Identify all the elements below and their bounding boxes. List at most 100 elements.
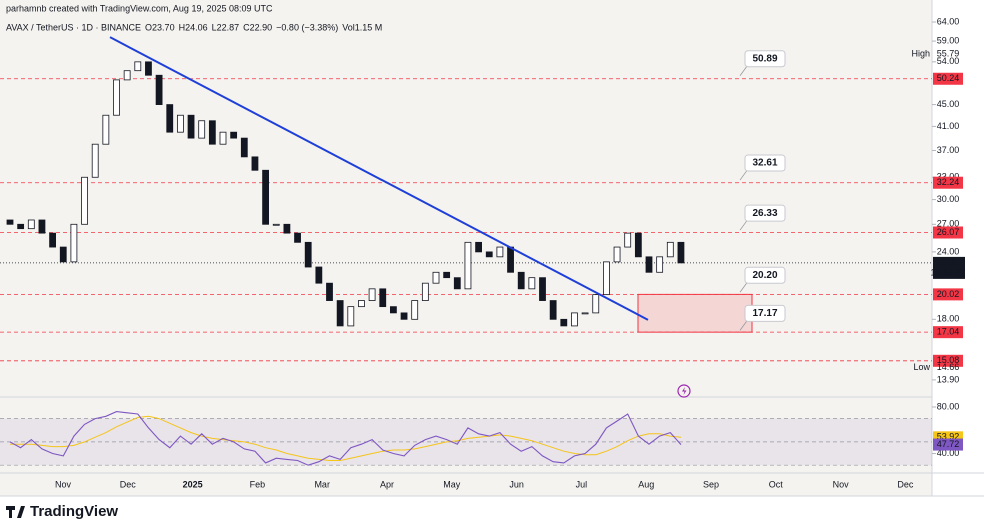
y-tick-label: 59.00 xyxy=(937,35,960,45)
candle-body xyxy=(315,266,323,284)
rsi-value-label: 47.72 xyxy=(937,439,960,449)
candle-body xyxy=(358,300,365,308)
rsi-line xyxy=(9,411,682,466)
callout-box xyxy=(744,154,786,172)
candle-body xyxy=(6,219,14,225)
candle-body xyxy=(666,241,674,258)
candle-body xyxy=(347,306,355,327)
x-tick-label: Jul xyxy=(576,479,588,489)
credit: parhamnb created with TradingView.com, A… xyxy=(6,3,273,13)
candle-body xyxy=(91,143,99,178)
candle-body xyxy=(326,282,333,301)
candle-body xyxy=(145,61,152,76)
high-label: 55.79 xyxy=(937,49,960,59)
candle-body xyxy=(389,306,397,314)
x-tick-label: Aug xyxy=(638,479,654,489)
x-tick-label: Feb xyxy=(250,479,266,489)
x-tick-label: Sep xyxy=(703,479,719,489)
candle-body xyxy=(70,223,78,263)
candle-body xyxy=(251,156,259,171)
callout-label: 20.20 xyxy=(752,270,777,281)
y-tick-label: 41.00 xyxy=(937,121,960,131)
y-tick-label: 13.90 xyxy=(937,374,960,384)
low-name: Low xyxy=(913,362,930,372)
high-name: High xyxy=(911,49,930,59)
candle-body xyxy=(17,223,25,230)
event-icon-bolt xyxy=(682,387,687,395)
x-tick-label: Mar xyxy=(314,479,330,489)
low-label: 14.66 xyxy=(937,362,960,372)
rsi-tag xyxy=(933,438,963,451)
candle-body xyxy=(507,246,514,273)
candle-body xyxy=(400,312,408,320)
candle-body xyxy=(134,61,142,72)
last-price-label: 22.90 xyxy=(937,257,960,267)
candle-body xyxy=(634,232,642,258)
candle-body xyxy=(592,294,600,314)
callout-label: 50.89 xyxy=(752,53,777,64)
last-price-tag xyxy=(933,256,965,279)
callout-label: 26.33 xyxy=(752,208,777,219)
candle-body xyxy=(176,114,184,133)
candle-body xyxy=(539,277,546,301)
rsi-tick-label: 80.00 xyxy=(937,401,960,411)
rsi-tick-label: 40.00 xyxy=(937,448,960,458)
candle-body xyxy=(272,223,280,226)
ohlc-value: −0.80 (−3.38%) xyxy=(276,22,338,32)
candle-body xyxy=(294,232,301,243)
level-label: 32.24 xyxy=(937,177,960,187)
candle-body xyxy=(485,251,493,258)
ohlc-value: Vol1.15 M xyxy=(342,22,382,32)
x-tick-label: Dec xyxy=(120,479,137,489)
symbol-line: AVAX / TetherUS · 1D · BINANCE O23.70 H24… xyxy=(6,22,382,32)
x-tick-label: Dec xyxy=(897,479,914,489)
candle-body xyxy=(155,74,163,105)
candle-body xyxy=(230,131,238,139)
logo-mark xyxy=(6,506,25,518)
level-label: 20.02 xyxy=(937,289,960,299)
candle-body xyxy=(421,282,429,301)
candle-body xyxy=(603,261,610,296)
trendline xyxy=(109,36,649,321)
y-tick-label: 30.00 xyxy=(937,194,960,204)
rsi-line xyxy=(10,415,682,461)
callout-label: 32.61 xyxy=(752,158,777,169)
level-label: 50.24 xyxy=(937,73,960,83)
candle-body xyxy=(624,232,632,248)
y-tick-label: 45.00 xyxy=(937,99,960,109)
candle-body xyxy=(475,241,483,253)
candle-body xyxy=(368,288,376,301)
level-tag xyxy=(933,326,963,339)
x-tick-label: Oct xyxy=(769,479,784,489)
brand: TradingView xyxy=(30,503,118,520)
candle-body xyxy=(283,223,291,234)
ohlc-value: C22.90 xyxy=(243,22,272,32)
candle-body xyxy=(517,271,525,290)
symbol: AVAX / TetherUS · 1D · BINANCE xyxy=(6,22,141,32)
level-tag xyxy=(933,176,963,189)
candle-body xyxy=(496,246,504,258)
ohlc-value: O23.70 xyxy=(145,22,175,32)
level-label: 17.04 xyxy=(937,327,960,337)
candle-body xyxy=(208,120,216,145)
y-tick-label: 37.00 xyxy=(937,145,960,155)
countdown: 15:50:07 xyxy=(930,267,965,277)
candle-body xyxy=(453,277,461,290)
candle-body xyxy=(81,176,88,225)
candle-body xyxy=(379,288,387,308)
y-tick-label: 54.00 xyxy=(937,56,960,66)
candle-body xyxy=(123,70,131,81)
zone xyxy=(637,293,753,333)
ohlc-value: H24.06 xyxy=(179,22,208,32)
x-tick-label: Jun xyxy=(509,479,524,489)
callout-box xyxy=(744,204,786,222)
level-tag xyxy=(933,72,963,85)
x-tick-label: Apr xyxy=(380,479,394,489)
level-tag xyxy=(933,226,963,239)
candle-body xyxy=(549,300,557,320)
candle-body xyxy=(560,318,568,327)
logo: TradingView xyxy=(6,503,118,520)
event-icon[interactable] xyxy=(677,384,691,398)
y-tick-label: 27.00 xyxy=(937,219,960,229)
candle-body xyxy=(219,131,227,145)
